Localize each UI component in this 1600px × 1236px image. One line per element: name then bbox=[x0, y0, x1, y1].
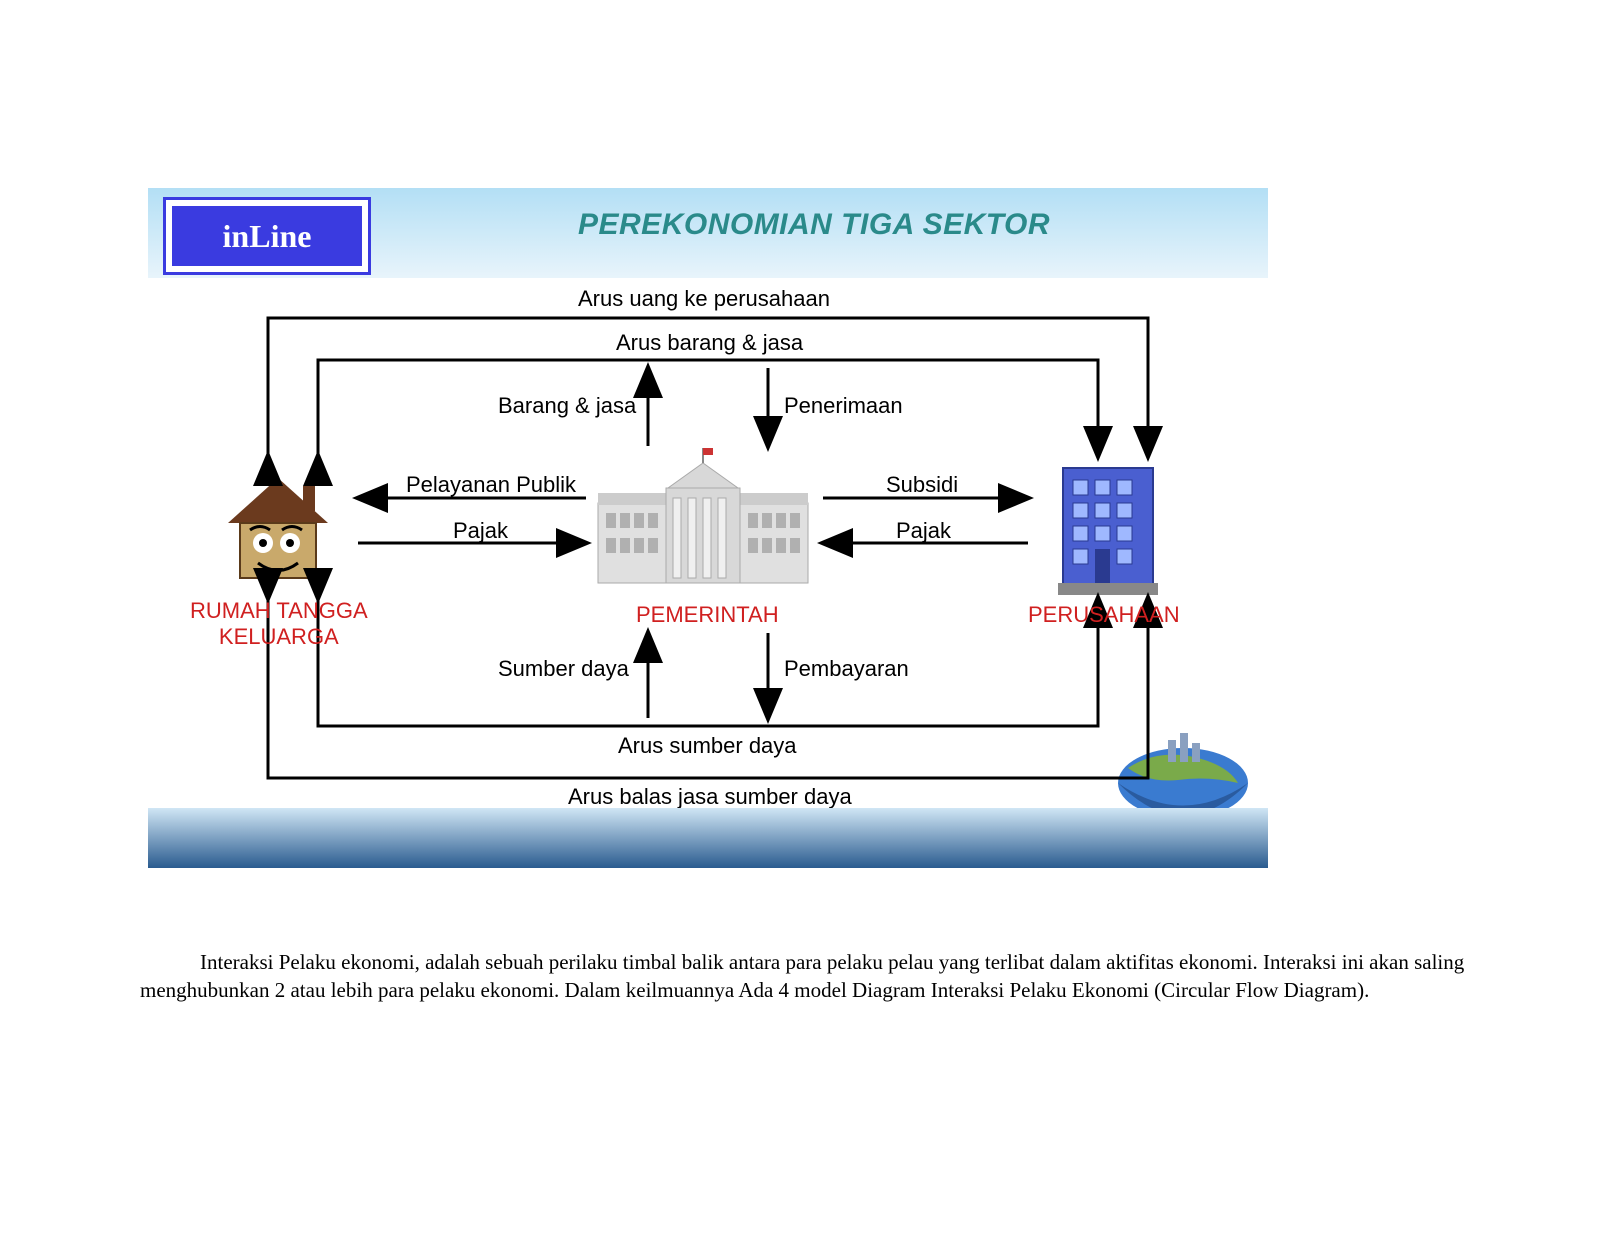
household-icon bbox=[218, 468, 338, 588]
label-pembayaran: Pembayaran bbox=[784, 656, 909, 682]
label-pelayanan: Pelayanan Publik bbox=[406, 472, 576, 498]
paragraph-text: Interaksi Pelaku ekonomi, adalah sebuah … bbox=[140, 950, 1464, 1002]
label-top-inner: Arus barang & jasa bbox=[616, 330, 803, 356]
label-household: RUMAH TANGGA KELUARGA bbox=[190, 598, 368, 651]
company-icon bbox=[1038, 458, 1178, 598]
logo-box: inLine bbox=[166, 200, 368, 272]
label-bottom-outer: Arus balas jasa sumber daya bbox=[568, 784, 852, 810]
label-penerimaan: Penerimaan bbox=[784, 393, 903, 419]
logo-text: inLine bbox=[223, 218, 312, 255]
label-bottom-inner: Arus sumber daya bbox=[618, 733, 797, 759]
label-barang-jasa: Barang & jasa bbox=[498, 393, 636, 419]
label-subsidi: Subsidi bbox=[886, 472, 958, 498]
government-icon bbox=[588, 443, 818, 593]
footer-band bbox=[148, 808, 1268, 868]
label-top-outer: Arus uang ke perusahaan bbox=[578, 286, 830, 312]
label-government: PEMERINTAH bbox=[636, 602, 779, 628]
diagram-title: PEREKONOMIAN TIGA SEKTOR bbox=[578, 208, 1050, 242]
diagram-container: inLine PEREKONOMIAN TIGA SEKTOR bbox=[148, 188, 1268, 868]
body-paragraph: Interaksi Pelaku ekonomi, adalah sebuah … bbox=[140, 948, 1470, 1005]
label-pajak-hh: Pajak bbox=[453, 518, 508, 544]
label-company: PERUSAHAAN bbox=[1028, 602, 1180, 628]
label-pajak-co: Pajak bbox=[896, 518, 951, 544]
label-sumber-daya: Sumber daya bbox=[498, 656, 629, 682]
